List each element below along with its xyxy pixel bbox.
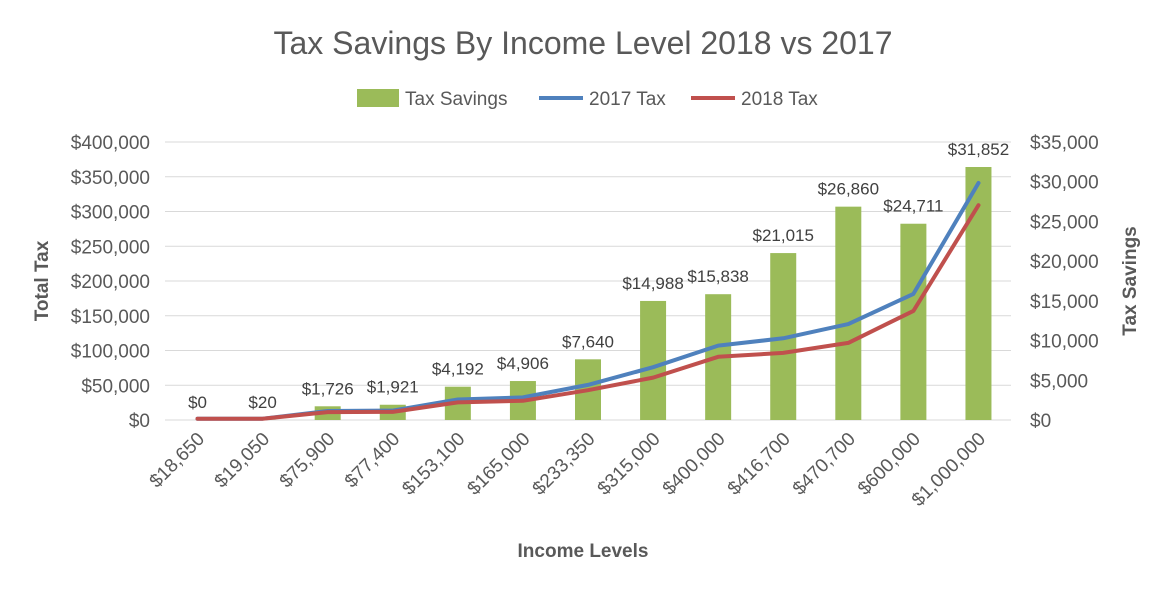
bar-data-label: $24,711 [883, 197, 943, 216]
y-tick-label: $150,000 [71, 307, 150, 328]
legend-swatch-tax-savings [357, 89, 399, 107]
bar-data-label: $1,726 [302, 379, 354, 398]
y2-axis-ticks: $0 $5,000 $10,000 $15,000 $20,000 $25,000 $30,… [1030, 133, 1099, 432]
y-tick-label: $50,000 [81, 376, 150, 397]
x-tick-label: $19,050 [211, 429, 274, 492]
line-2018-tax [195, 203, 981, 421]
y2-tick-label: $35,000 [1030, 133, 1099, 154]
x-tick-label: $470,700 [789, 429, 860, 500]
bar-data-label: $4,192 [432, 360, 484, 379]
bar-tax-savings [640, 300, 667, 420]
x-tick-label: $77,400 [341, 429, 404, 492]
bar-data-label: $20 [248, 393, 276, 412]
x-tick-label: $400,000 [659, 429, 730, 500]
y2-axis-title: Tax Savings [1120, 226, 1141, 335]
bar-data-label: $14,988 [622, 274, 683, 293]
x-tick-label: $165,000 [464, 429, 535, 500]
bar-data-label: $21,015 [753, 226, 814, 245]
y-tick-label: $0 [129, 411, 150, 432]
y-axis-ticks: $0 $50,000 $100,000 $150,000 $200,000 $250,00… [71, 133, 150, 432]
bars-tax-savings [249, 167, 992, 420]
bar-data-labels: $0 $20 $1,726 $1,921 $4,192 $4,906 $7,640 $14,9… [188, 140, 1009, 412]
x-axis-ticks: $18,650 $19,050 $75,900 $77,400$153,100$165… [146, 429, 990, 511]
gridlines [165, 141, 1011, 421]
chart-title: Tax Savings By Income Level 2018 vs 2017 [273, 25, 892, 61]
x-tick-label: $153,100 [398, 429, 469, 500]
bar-tax-savings [835, 206, 862, 420]
y2-tick-label: $30,000 [1030, 173, 1099, 194]
bar-data-label: $15,838 [687, 267, 748, 286]
legend-label-2018-tax: 2018 Tax [741, 89, 818, 110]
legend: Tax Savings 2017 Tax 2018 Tax [357, 89, 818, 110]
y-axis-title: Total Tax [32, 240, 53, 321]
y-tick-label: $400,000 [71, 133, 150, 154]
y2-tick-label: $20,000 [1030, 252, 1099, 273]
y2-tick-label: $5,000 [1030, 371, 1088, 392]
bar-data-label: $7,640 [562, 332, 614, 351]
y-tick-label: $200,000 [71, 272, 150, 293]
y-tick-label: $350,000 [71, 168, 150, 189]
y-tick-label: $250,000 [71, 237, 150, 258]
legend-label-2017-tax: 2017 Tax [589, 89, 666, 110]
bar-data-label: $1,921 [367, 378, 419, 397]
bar-data-label: $26,860 [818, 180, 879, 199]
tax-lines [195, 181, 981, 421]
x-axis-title: Income Levels [518, 541, 649, 562]
x-tick-label: $315,000 [594, 429, 665, 500]
legend-label-tax-savings: Tax Savings [405, 89, 507, 110]
bar-tax-savings [965, 167, 992, 420]
bar-data-label: $31,852 [948, 140, 1009, 159]
x-tick-label: $18,650 [146, 429, 209, 492]
bar-data-label: $4,906 [497, 354, 549, 373]
x-tick-label: $233,350 [529, 429, 600, 500]
bar-tax-savings [900, 223, 927, 420]
y2-tick-label: $10,000 [1030, 332, 1099, 353]
y-tick-label: $300,000 [71, 203, 150, 224]
bar-data-label: $0 [188, 393, 207, 412]
x-tick-label: $75,900 [276, 429, 339, 492]
y2-tick-label: $0 [1030, 411, 1051, 432]
x-tick-label: $416,700 [724, 429, 795, 500]
y2-tick-label: $15,000 [1030, 292, 1099, 313]
y2-tick-label: $25,000 [1030, 212, 1099, 233]
y-tick-label: $100,000 [71, 342, 150, 363]
